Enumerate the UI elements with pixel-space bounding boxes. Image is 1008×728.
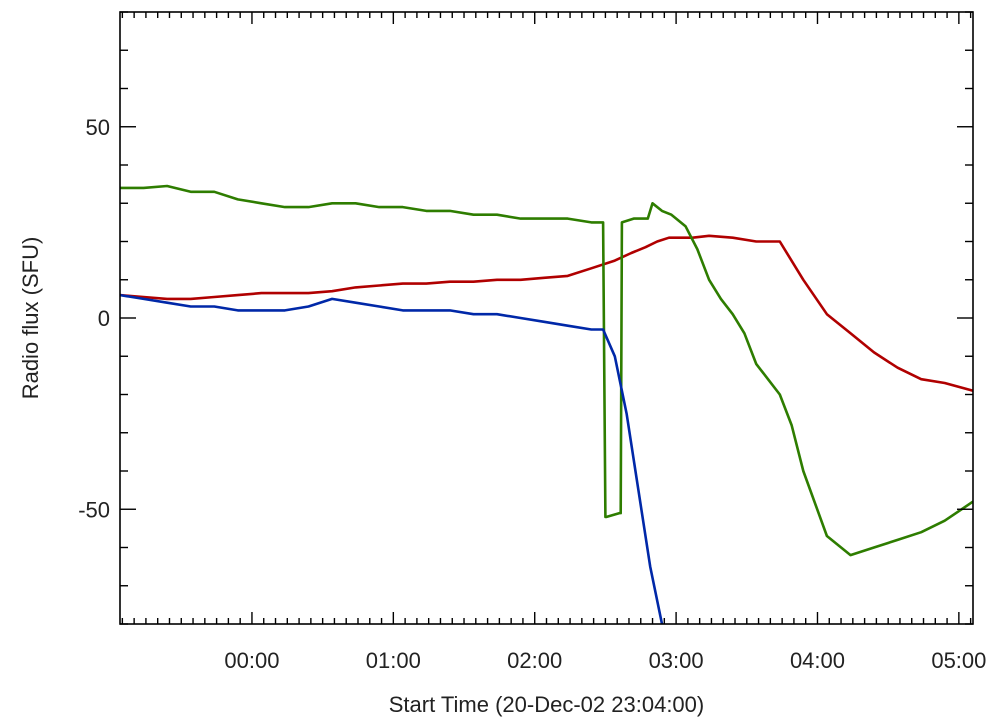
series-line-1 [120, 186, 973, 555]
x-tick-label: 04:00 [790, 648, 845, 673]
y-tick-label: 0 [98, 306, 110, 331]
x-tick-label: 02:00 [507, 648, 562, 673]
x-tick-label: 01:00 [366, 648, 421, 673]
y-axis-title: Radio flux (SFU) [18, 237, 43, 400]
y-tick-label: -50 [78, 497, 110, 522]
tick-labels-layer: 00:00 01:00 02:00 03:00 04:00 05:00 -50 0 50 [78, 115, 986, 673]
series-layer [120, 186, 973, 624]
y-tick-label: 50 [86, 115, 110, 140]
series-line-0 [120, 236, 973, 391]
x-axis-title: Start Time (20-Dec-02 23:04:00) [389, 692, 704, 717]
series-line-2 [120, 295, 662, 624]
x-tick-label: 00:00 [224, 648, 279, 673]
x-tick-label: 03:00 [649, 648, 704, 673]
ticks-layer [120, 12, 973, 624]
x-tick-label: 05:00 [931, 648, 986, 673]
plot-frame [120, 12, 973, 624]
